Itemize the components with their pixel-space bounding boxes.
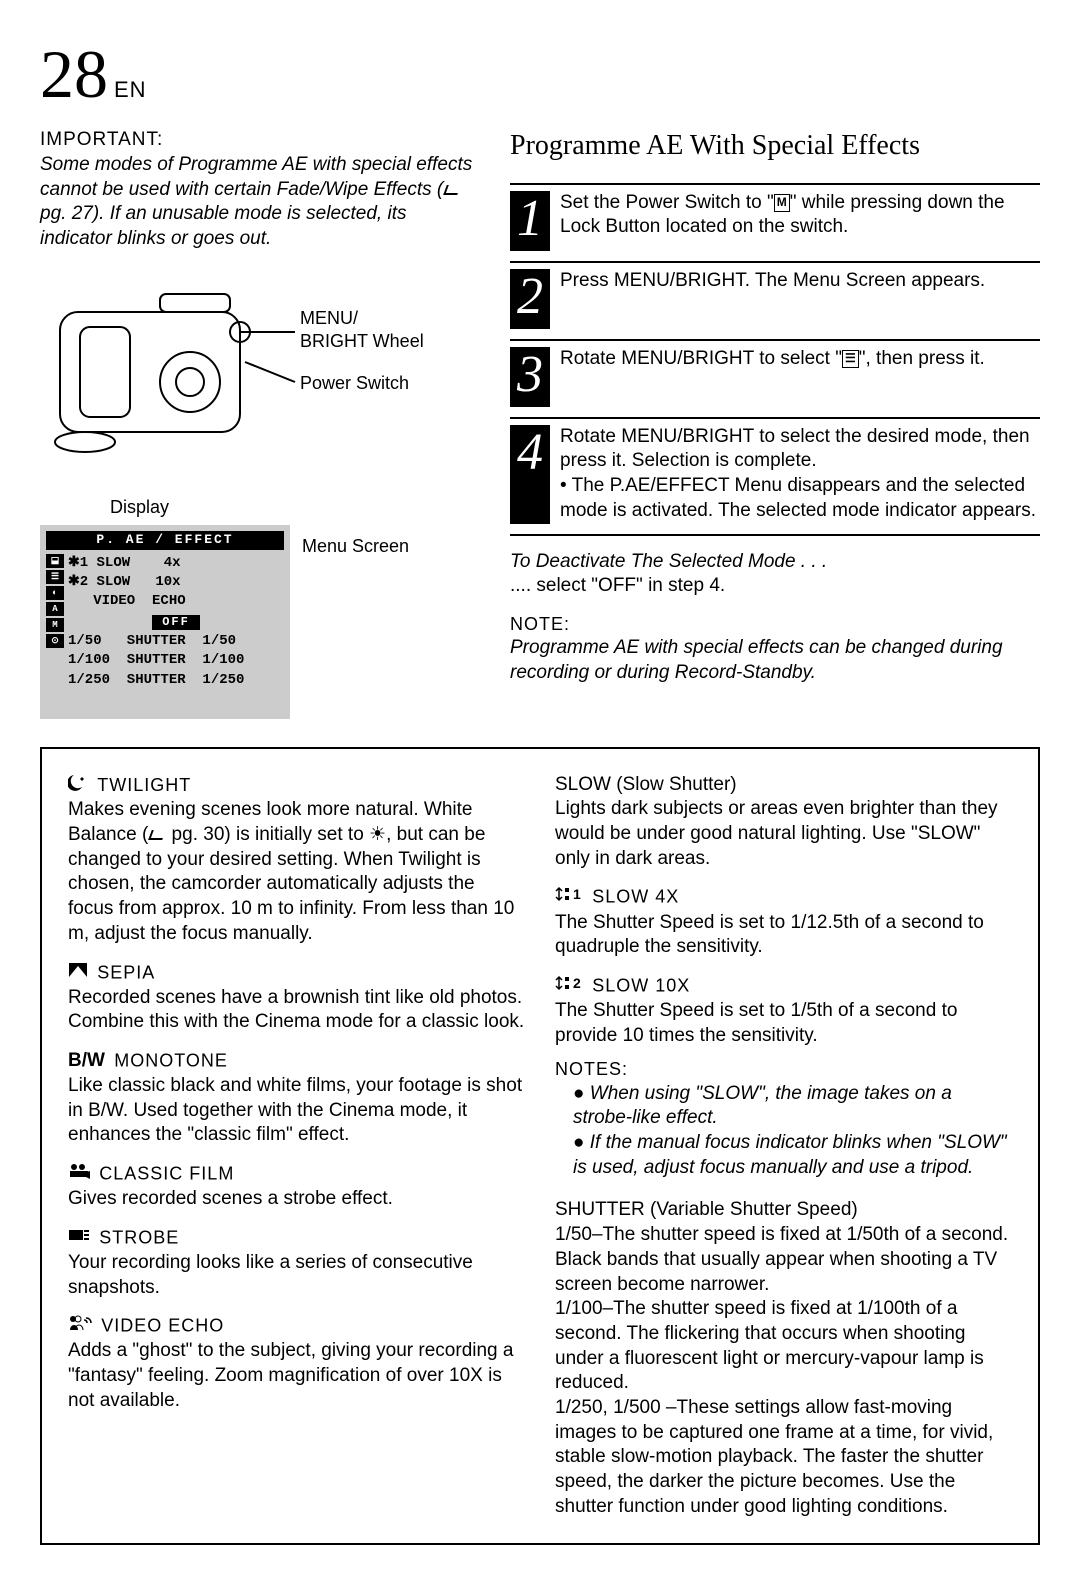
right-column: Programme AE With Special Effects 1 Set … (510, 128, 1040, 718)
sun-icon: ☀ (369, 824, 386, 845)
effect-sepia: SEPIA (68, 961, 525, 986)
slow-note1: ● When using "SLOW", the image takes on … (555, 1082, 1012, 1131)
menu-icon: M (46, 618, 64, 632)
note-label: NOTE: (510, 613, 1040, 636)
step-number: 1 (510, 191, 550, 251)
m-icon: M (774, 194, 790, 212)
effect-slow10x: 2 SLOW 10X (555, 974, 1012, 999)
svg-text:1: 1 (573, 886, 581, 902)
camcorder-svg (40, 272, 300, 472)
effect-slow4x: 1 SLOW 4X (555, 885, 1012, 910)
page-header: 28 EN (40, 30, 1040, 118)
deactivate-title: To Deactivate The Selected Mode . . . (510, 550, 1040, 575)
step-number: 2 (510, 269, 550, 329)
menu-line: 1/50 SHUTTER 1/50 (68, 632, 284, 650)
menu-header: P. AE / EFFECT (46, 531, 284, 550)
step-2: 2 Press MENU/BRIGHT. The Menu Screen app… (510, 261, 1040, 339)
menu-off: OFF (152, 615, 200, 631)
menu-icon: ⬓ (46, 554, 64, 568)
slow-body: Lights dark subjects or areas even brigh… (555, 797, 1012, 871)
menu-icon: ⊙ (46, 634, 64, 648)
svg-text:2: 2 (573, 975, 581, 991)
menu-screen-label: Menu Screen (302, 535, 409, 558)
sepia-icon (68, 961, 88, 986)
menu-icon-inline: ☰ (842, 350, 859, 368)
menu-line: ✱2 SLOW 10x (68, 573, 284, 591)
effect-strobe: STROBE (68, 1226, 525, 1251)
step-3: 3 Rotate MENU/BRIGHT to select "☰", then… (510, 339, 1040, 417)
ref-icon (443, 185, 461, 195)
important-label: IMPORTANT: (40, 128, 480, 153)
classic-film-icon (68, 1162, 90, 1187)
page-lang: EN (114, 76, 147, 105)
menu-screen-display: P. AE / EFFECT ⬓ ☰ ◐ A M ⊙ ✱1 SLOW 4x ✱2… (40, 525, 290, 719)
echo-body: Adds a "ghost" to the subject, giving yo… (68, 1339, 525, 1413)
important-text-1: Some modes of Programme AE with special … (40, 154, 472, 200)
menu-line: VIDEO ECHO (68, 592, 284, 610)
strobe-icon (68, 1226, 90, 1251)
left-column: IMPORTANT: Some modes of Programme AE wi… (40, 128, 480, 718)
shutter-title: SHUTTER (Variable Shutter Speed) (555, 1198, 1012, 1223)
classic-body: Gives recorded scenes a strobe effect. (68, 1187, 525, 1212)
ref-icon (148, 830, 166, 840)
notes-label: NOTES: (555, 1058, 1012, 1081)
menu-icon: ☰ (46, 570, 64, 584)
effect-echo: VIDEO ECHO (68, 1314, 525, 1339)
step-number: 4 (510, 425, 550, 524)
menu-icon: ◐ (46, 586, 64, 600)
effects-left-col: TWILIGHT Makes evening scenes look more … (68, 773, 525, 1520)
note-text: Programme AE with special effects can be… (510, 636, 1040, 685)
page-number: 28 (40, 30, 108, 118)
steps: 1 Set the Power Switch to "M" while pres… (510, 183, 1040, 536)
video-echo-icon (68, 1314, 92, 1339)
shutter-3: 1/250, 1/500 –These settings allow fast-… (555, 1396, 1012, 1519)
slow4x-body: The Shutter Speed is set to 1/12.5th of … (555, 911, 1012, 960)
effect-twilight: TWILIGHT (68, 773, 525, 799)
step-1: 1 Set the Power Switch to "M" while pres… (510, 183, 1040, 261)
slow-title: SLOW (Slow Shutter) (555, 773, 1012, 798)
label-display: Display (110, 496, 480, 519)
slow2-icon: 2 (555, 974, 583, 999)
effects-box: TWILIGHT Makes evening scenes look more … (40, 747, 1040, 1546)
menu-line: ✱1 SLOW 4x (68, 554, 284, 572)
important-text-2: pg. 27). If an unusable mode is selected… (40, 203, 407, 249)
twilight-body: Makes evening scenes look more natural. … (68, 798, 525, 946)
camcorder-diagram: MENU/ BRIGHT Wheel Power Switch (40, 272, 480, 492)
step-number: 3 (510, 347, 550, 407)
important-text: Some modes of Programme AE with special … (40, 153, 480, 252)
step-4: 4 Rotate MENU/BRIGHT to select the desir… (510, 417, 1040, 536)
shutter-1: 1/50–The shutter speed is fixed at 1/50t… (555, 1223, 1012, 1297)
section-title: Programme AE With Special Effects (510, 128, 1040, 164)
monotone-body: Like classic black and white films, your… (68, 1074, 525, 1148)
menu-line: 1/100 SHUTTER 1/100 (68, 651, 284, 669)
effect-classic: CLASSIC FILM (68, 1162, 525, 1187)
slow1-icon: 1 (555, 885, 583, 910)
effects-right-col: SLOW (Slow Shutter) Lights dark subjects… (555, 773, 1012, 1520)
label-power-switch: Power Switch (300, 372, 409, 395)
moon-icon (68, 773, 88, 799)
sepia-body: Recorded scenes have a brownish tint lik… (68, 986, 525, 1035)
slow10x-body: The Shutter Speed is set to 1/5th of a s… (555, 999, 1012, 1048)
label-menu-bright: MENU/ BRIGHT Wheel (300, 307, 424, 354)
effect-monotone: B/W MONOTONE (68, 1049, 525, 1074)
bw-icon: B/W (68, 1049, 105, 1074)
menu-line: 1/250 SHUTTER 1/250 (68, 671, 284, 689)
deactivate-text: .... select "OFF" in step 4. (510, 574, 1040, 599)
menu-icon: A (46, 602, 64, 616)
slow-note2: ● If the manual focus indicator blinks w… (555, 1131, 1012, 1180)
shutter-2: 1/100–The shutter speed is fixed at 1/10… (555, 1297, 1012, 1396)
strobe-body: Your recording looks like a series of co… (68, 1251, 525, 1300)
